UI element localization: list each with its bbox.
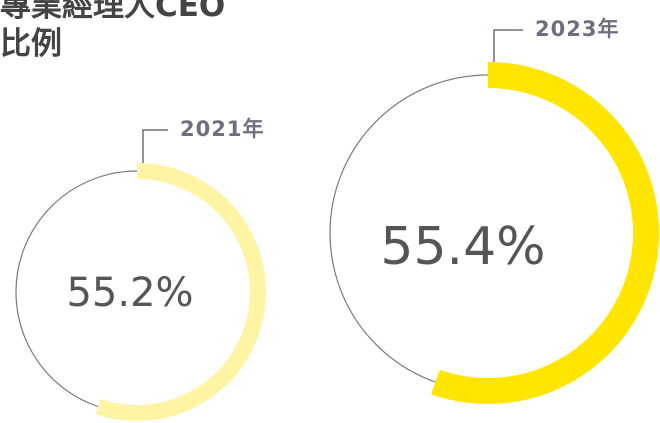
ring-arc [95,163,266,421]
label-leader [493,29,523,62]
category-label: 2023年 [535,17,619,41]
value-label: 55.4% [380,217,545,277]
value-label: 55.2% [66,270,193,316]
category-label: 2021年 [180,117,264,141]
label-leader [142,129,168,163]
chart-title: 專業經理人CEO比例 [0,0,226,62]
ring-arc [431,62,659,404]
